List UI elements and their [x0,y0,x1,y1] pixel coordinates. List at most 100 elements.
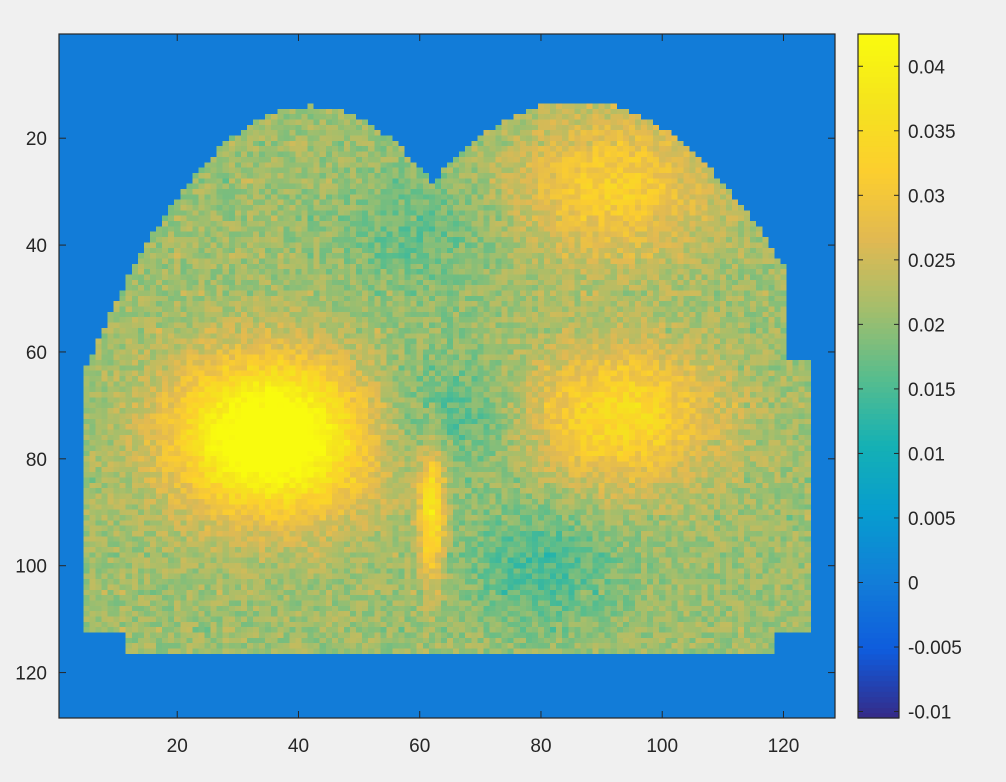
colorbar-segment [858,231,899,238]
colorbar-segment [858,167,899,174]
colorbar-segment [858,429,899,436]
colorbar-segment [858,301,899,308]
colorbar-segment [858,488,899,495]
colorbar-segment [858,183,899,190]
colorbar-segment [858,675,899,682]
colorbar-segment [858,253,899,260]
x-axis: 20 40 60 80 100 120 [167,34,800,757]
colorbar-segment [858,669,899,676]
x-tick-label: 100 [646,736,678,757]
colorbar-segment [858,103,899,110]
colorbar-segment [858,124,899,131]
colorbar-segment [858,418,899,425]
colorbar-segment [858,114,899,121]
colorbar-segment [858,691,899,698]
colorbar-segment [858,215,899,222]
colorbar-tick-label: 0.02 [908,315,945,336]
colorbar-segment [858,156,899,163]
colorbar-segment [858,653,899,660]
colorbar-segment [858,322,899,329]
colorbar-segment [858,76,899,83]
colorbar-segment [858,130,899,137]
colorbar-segment [858,188,899,195]
y-tick-label: 40 [26,236,47,257]
colorbar-segment [858,552,899,559]
heatmap-image [59,34,835,718]
colorbar-segment [858,87,899,94]
y-tick-label: 20 [26,129,47,150]
colorbar-segment [858,135,899,142]
colorbar-segment [858,295,899,302]
colorbar-segment [858,611,899,618]
colorbar-segment [858,445,899,452]
colorbar-segment [858,82,899,89]
colorbar-segment [858,151,899,158]
colorbar-segment [858,424,899,431]
colorbar-tick-label: 0 [908,573,919,594]
colorbar-segment [858,589,899,596]
colorbar-segment [858,237,899,244]
colorbar-segment [858,306,899,313]
colorbar-segment [858,696,899,703]
colorbar-segment [858,359,899,366]
colorbar-segment [858,71,899,78]
colorbar-segment [858,685,899,692]
colorbar-segment [858,712,899,719]
colorbar-segment [858,44,899,51]
colorbar-segment [858,221,899,227]
colorbar-segment [858,600,899,607]
colorbar-segment [858,274,899,281]
colorbar-segment [858,146,899,153]
colorbar-segment [858,450,899,457]
colorbar-segment [858,311,899,318]
colorbar-tick-label: 0.025 [908,251,956,272]
colorbar-segment [858,584,899,591]
colorbar-segment [858,482,899,489]
colorbar-tick-label: 0.03 [908,186,945,207]
colorbar-segment [858,547,899,553]
colorbar-segment [858,50,899,56]
colorbar-tick-label: 0.015 [908,380,956,401]
colorbar-segment [858,269,899,276]
colorbar-segment [858,680,899,687]
colorbar-segment [858,456,899,463]
colorbar-segment [858,397,899,404]
colorbar-segment [858,66,899,73]
colorbar-segment [858,616,899,623]
colorbar-segment [858,461,899,468]
y-tick-label: 120 [15,664,47,685]
colorbar-segment [858,263,899,270]
colorbar-segment [858,530,899,537]
colorbar-segment [858,621,899,628]
colorbar-segment [858,34,899,40]
colorbar-segment [858,632,899,639]
colorbar-segment [858,386,899,393]
colorbar-segment [858,92,899,99]
colorbar-segment [858,247,899,254]
colorbar-segment [858,477,899,484]
colorbar-segment [858,392,899,398]
colorbar-segment [858,98,899,105]
colorbar-segment [858,242,899,249]
colorbar-segment [858,605,899,612]
colorbar-segment [858,317,899,324]
colorbar-segment [858,707,899,714]
colorbar-segment [858,595,899,602]
x-tick-label: 120 [768,736,800,757]
colorbar-segment [858,648,899,655]
colorbar-segment [858,55,899,62]
colorbar-segment [858,557,899,564]
y-tick-label: 80 [26,450,47,471]
x-tick-label: 60 [409,736,430,757]
colorbar-segment [858,472,899,479]
colorbar-box [857,33,900,719]
colorbar-tick-label: 0.01 [908,444,945,465]
colorbar-segment [858,514,899,521]
colorbar-segment [858,60,899,67]
x-tick-label: 80 [530,736,551,757]
colorbar-segment [858,413,899,420]
colorbar-segment [858,338,899,345]
y-tick-label: 100 [15,557,47,578]
colorbar-segment [858,279,899,286]
